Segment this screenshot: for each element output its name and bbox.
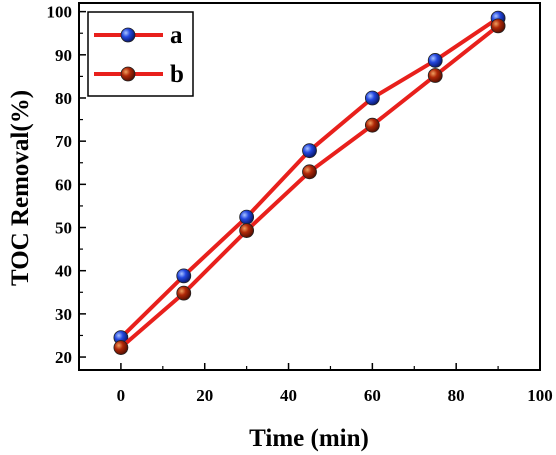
data-point (176, 268, 192, 284)
data-point (490, 18, 506, 34)
data-point (239, 223, 255, 238)
data-point (364, 117, 380, 133)
series-a (113, 10, 506, 346)
y-tick-label: 60 (55, 175, 72, 194)
data-point (302, 143, 317, 159)
legend: ab (87, 11, 194, 97)
legend-item-b: b (94, 61, 184, 88)
plot-frame (78, 2, 541, 371)
legend-marker (120, 66, 136, 82)
y-axis-ticks: 20 30 40 50 60 70 80 90 100 (47, 3, 86, 367)
y-tick-label: 40 (55, 262, 72, 281)
x-tick-label: 100 (527, 386, 553, 405)
plot-area (78, 2, 541, 371)
legend-item-a: a (94, 22, 183, 49)
series-b (113, 18, 506, 355)
y-tick-label: 30 (55, 305, 72, 324)
x-axis-ticks: 0 20 40 60 80 100 (78, 363, 553, 405)
data-point (427, 68, 443, 83)
legend-marker (120, 27, 136, 43)
legend-items: ab (94, 22, 184, 88)
data-point (113, 340, 129, 355)
x-tick-label: 40 (280, 386, 297, 405)
y-tick-label: 100 (47, 3, 73, 22)
y-tick-label: 70 (55, 132, 72, 151)
legend-label: b (170, 61, 184, 88)
y-axis-title: TOC Removal(%) (7, 90, 34, 286)
y-tick-label: 90 (55, 46, 72, 65)
y-tick-label: 50 (55, 219, 72, 238)
y-tick-label: 80 (55, 89, 72, 108)
series-layer (113, 10, 506, 355)
data-point (176, 285, 192, 301)
data-point (364, 90, 380, 106)
legend-box (87, 11, 194, 97)
x-tick-label: 20 (196, 386, 213, 405)
data-point (239, 209, 255, 225)
data-point (302, 164, 317, 180)
x-tick-label: 80 (448, 386, 465, 405)
x-tick-label: 60 (364, 386, 381, 405)
x-axis-title: Time (min) (249, 425, 369, 452)
legend-label: a (170, 22, 183, 49)
x-tick-label: 0 (117, 386, 126, 405)
data-point (427, 53, 443, 68)
y-tick-label: 20 (55, 348, 72, 367)
